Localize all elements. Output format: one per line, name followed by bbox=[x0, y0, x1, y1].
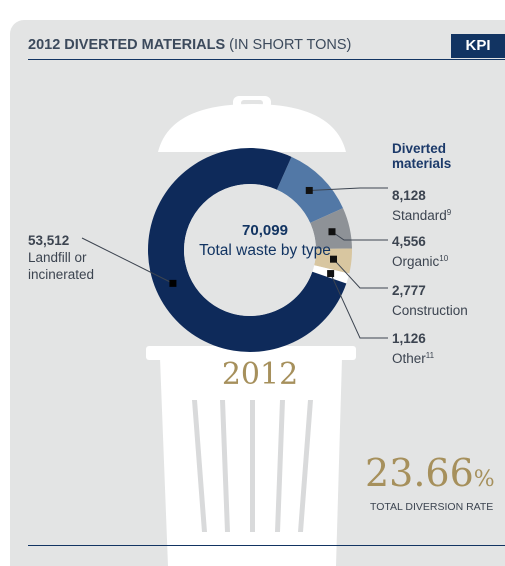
other-label: 1,126 Other11 bbox=[392, 331, 435, 366]
standard-label: 8,128 Standard9 bbox=[392, 188, 452, 223]
leader-lines bbox=[81, 186, 388, 339]
diversion-rate: 23.66% bbox=[365, 451, 495, 495]
marker-organic bbox=[328, 228, 336, 236]
organic-label: 4,556 Organic10 bbox=[392, 234, 449, 269]
marker-construction bbox=[329, 255, 337, 263]
trash-can-icon bbox=[146, 346, 356, 566]
trash-lid-icon bbox=[158, 96, 346, 152]
leader-line-other bbox=[330, 273, 388, 339]
leader-line-organic bbox=[331, 231, 388, 241]
donut-hole bbox=[184, 184, 316, 316]
leader-line-standard bbox=[309, 187, 388, 191]
kpi-badge: KPI bbox=[451, 34, 505, 58]
marker-landfill bbox=[169, 279, 177, 287]
marker-standard bbox=[305, 186, 313, 194]
total-value: 70,099 bbox=[242, 222, 288, 239]
construction-label: 2,777 Construction bbox=[392, 283, 468, 318]
leader-line-construction bbox=[333, 258, 388, 289]
footer-divider bbox=[28, 545, 505, 546]
diversion-rate-label: TOTAL DIVERSION RATE bbox=[370, 501, 494, 513]
total-label: Total waste by type bbox=[199, 242, 331, 259]
landfill-label: 53,512 Landfill or incinerated bbox=[28, 233, 95, 282]
diverted-materials-title: Diverted materials bbox=[392, 141, 452, 171]
donut-chart bbox=[148, 147, 352, 353]
leader-line-landfill bbox=[81, 237, 174, 284]
year-label: 2012 bbox=[221, 357, 299, 392]
donut-slice-landfill bbox=[148, 147, 347, 353]
header-divider bbox=[28, 59, 505, 60]
chart-title: 2012 DIVERTED MATERIALS (IN SHORT TONS) bbox=[28, 37, 352, 53]
marker-other bbox=[327, 270, 335, 278]
